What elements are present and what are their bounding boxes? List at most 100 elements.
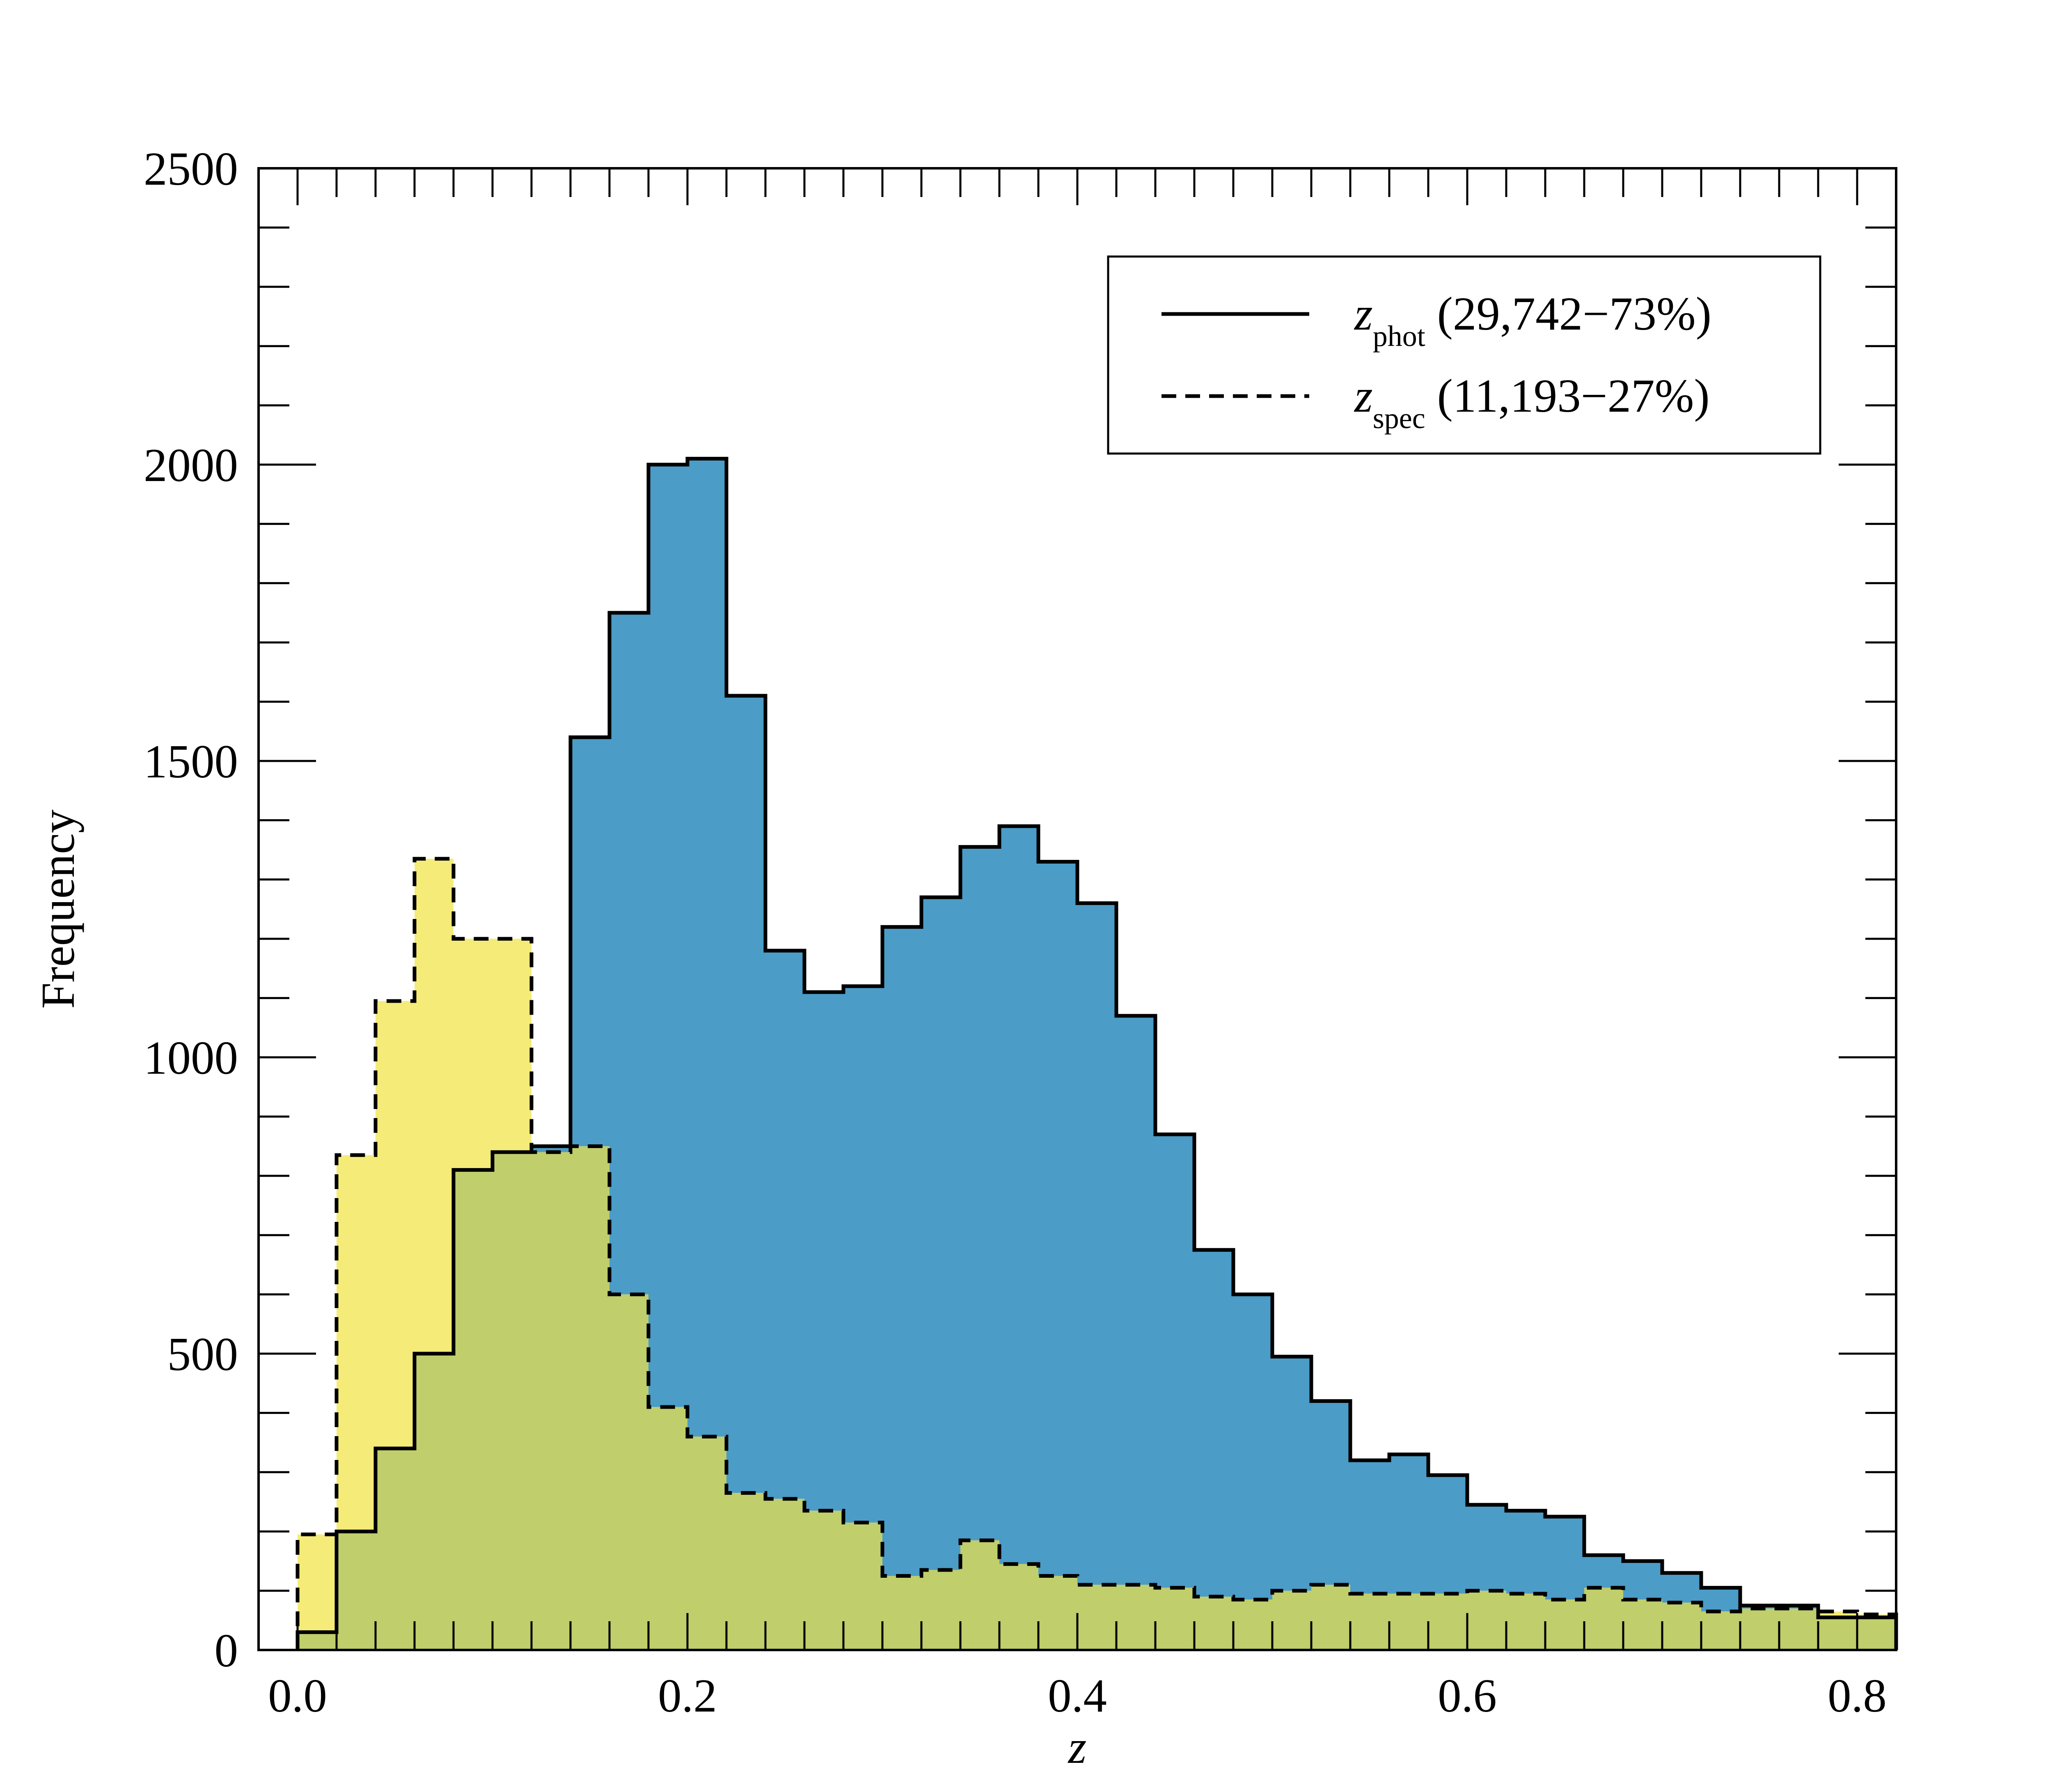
bar-overlap-32 [1545, 1600, 1584, 1650]
bar-upper-18 [999, 826, 1038, 1564]
bar-overlap-15 [882, 1576, 921, 1650]
bar-upper-4 [454, 939, 493, 1170]
bar-overlap-19 [1038, 1576, 1077, 1650]
bar-upper-33 [1584, 1555, 1623, 1588]
bar-upper-29 [1428, 1475, 1467, 1594]
tick-labels: 0.0 0.2 0.4 0.6 0.8 0 500 1000 1500 2000 2500 [144, 143, 1887, 1722]
bar-overlap-12 [765, 1499, 804, 1650]
bar-upper-9 [648, 465, 687, 1407]
bar-overlap-2 [376, 1448, 415, 1650]
bar-upper-36 [1701, 1588, 1740, 1612]
y-tick-label: 2500 [144, 143, 238, 195]
bar-upper-23 [1194, 1250, 1233, 1597]
x-tick-label: 0.2 [658, 1670, 717, 1722]
bar-overlap-6 [531, 1152, 570, 1650]
bar-upper-5 [493, 939, 531, 1153]
bar-upper-14 [843, 986, 882, 1523]
bar-overlap-38 [1779, 1608, 1818, 1650]
bar-upper-30 [1467, 1505, 1506, 1591]
bar-upper-1 [337, 1155, 376, 1532]
series-line-phot [296, 457, 1898, 1650]
bar-overlap-25 [1272, 1590, 1311, 1650]
y-axis-title: Frequency [32, 809, 84, 1009]
histogram-fills [298, 458, 1896, 1650]
bar-upper-28 [1389, 1454, 1428, 1594]
x-tick-label: 0.4 [1048, 1670, 1107, 1722]
bar-upper-17 [960, 847, 999, 1540]
bar-upper-2 [376, 1001, 415, 1449]
bar-overlap-5 [493, 1152, 531, 1650]
bar-upper-15 [882, 927, 921, 1576]
bar-upper-12 [765, 951, 804, 1499]
bar-overlap-22 [1155, 1588, 1194, 1650]
histogram-outlines [296, 457, 1898, 1650]
bar-overlap-8 [609, 1294, 648, 1650]
bar-overlap-4 [454, 1170, 493, 1650]
bar-upper-24 [1233, 1294, 1272, 1600]
bar-upper-32 [1545, 1517, 1584, 1600]
bar-overlap-13 [804, 1510, 843, 1650]
bar-upper-10 [687, 458, 726, 1437]
axis-ticks [259, 167, 1896, 1651]
bar-overlap-24 [1233, 1600, 1272, 1650]
bar-upper-13 [804, 992, 843, 1511]
bar-overlap-17 [960, 1540, 999, 1650]
bar-overlap-34 [1623, 1600, 1662, 1650]
bar-overlap-40 [1857, 1617, 1896, 1650]
x-tick-label: 0.0 [268, 1670, 327, 1722]
bar-overlap-14 [843, 1522, 882, 1650]
bar-upper-16 [921, 897, 960, 1570]
bar-overlap-1 [337, 1531, 376, 1650]
bar-overlap-28 [1389, 1593, 1428, 1650]
bar-upper-3 [415, 859, 454, 1354]
bar-overlap-27 [1350, 1593, 1389, 1650]
bar-overlap-16 [921, 1570, 960, 1650]
y-tick-label: 500 [167, 1328, 238, 1380]
bar-upper-22 [1155, 1134, 1194, 1588]
bar-upper-25 [1272, 1357, 1311, 1591]
bar-overlap-0 [298, 1632, 337, 1650]
bar-upper-21 [1116, 1015, 1155, 1585]
bar-upper-8 [609, 613, 648, 1295]
bar-upper-27 [1350, 1460, 1389, 1594]
legend-box [1107, 255, 1821, 455]
bar-overlap-35 [1662, 1602, 1701, 1650]
bar-overlap-29 [1428, 1593, 1467, 1650]
bar-overlap-37 [1740, 1608, 1779, 1650]
bar-overlap-21 [1116, 1585, 1155, 1650]
bar-overlap-3 [415, 1354, 454, 1650]
y-tick-label: 1000 [144, 1032, 238, 1084]
legend: zphot (29,742−73%) zspec (11,193−27%) [1107, 255, 1821, 455]
bar-overlap-39 [1818, 1617, 1857, 1650]
bar-overlap-36 [1701, 1611, 1740, 1650]
bar-upper-35 [1662, 1573, 1701, 1603]
bar-upper-0 [298, 1534, 337, 1632]
y-tick-label: 0 [215, 1625, 238, 1677]
x-tick-label: 0.8 [1828, 1670, 1887, 1722]
legend-label-1: zspec (11,193−27%) [1354, 370, 1710, 435]
plot-frame [257, 167, 1897, 1651]
bar-overlap-23 [1194, 1597, 1233, 1650]
bar-overlap-26 [1311, 1585, 1350, 1650]
bar-overlap-31 [1506, 1593, 1545, 1650]
x-tick-label: 0.6 [1438, 1670, 1497, 1722]
x-axis-title: z [1068, 1721, 1087, 1773]
y-tick-label: 1500 [144, 736, 238, 788]
series-line-spec [296, 857, 1898, 1650]
bar-overlap-20 [1077, 1585, 1116, 1650]
bar-overlap-33 [1584, 1588, 1623, 1650]
legend-label-0: zphot (29,742−73%) [1354, 288, 1711, 353]
bar-overlap-9 [648, 1407, 687, 1650]
bar-upper-20 [1077, 903, 1116, 1585]
y-tick-label: 2000 [144, 439, 238, 491]
bar-upper-34 [1623, 1561, 1662, 1600]
bar-upper-26 [1311, 1401, 1350, 1585]
bar-upper-7 [570, 737, 609, 1146]
bar-upper-11 [726, 696, 765, 1493]
bar-upper-31 [1506, 1510, 1545, 1594]
bar-overlap-10 [687, 1437, 726, 1650]
bar-overlap-11 [726, 1493, 765, 1650]
bar-overlap-30 [1467, 1590, 1506, 1650]
bar-overlap-18 [999, 1564, 1038, 1650]
